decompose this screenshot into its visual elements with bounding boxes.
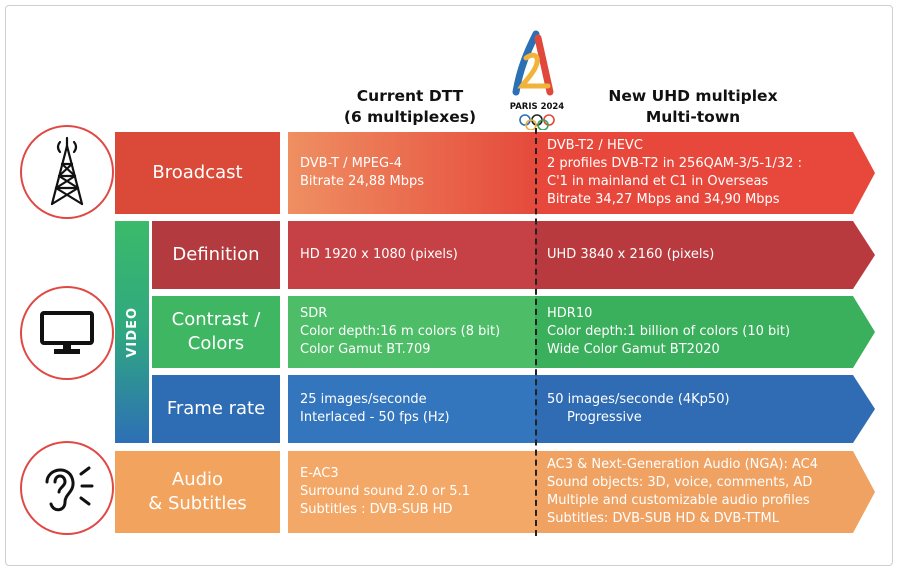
row-label-broadcast: Broadcast bbox=[115, 132, 280, 214]
row-label-text: Frame rate bbox=[166, 398, 266, 419]
cell-line: DVB-T2 / HEVC bbox=[547, 138, 643, 153]
cell-line: 2 profiles DVB-T2 in 256QAM-3/5-1/32 : bbox=[547, 156, 802, 171]
tv-monitor-icon bbox=[40, 311, 94, 354]
video-group-label: VIDEO bbox=[124, 306, 140, 358]
cell-line: DVB-T / MPEG-4 bbox=[300, 156, 402, 171]
audio-icon-circle bbox=[20, 441, 114, 535]
cell-line: 25 images/seconde bbox=[300, 392, 427, 407]
column-divider bbox=[535, 128, 537, 536]
tv-icon-circle bbox=[20, 286, 114, 380]
cell-line: Bitrate 34,27 Mbps and 34,90 Mbps bbox=[547, 192, 780, 207]
video-group-bar: VIDEO bbox=[115, 221, 149, 443]
broadcast-icon-circle bbox=[20, 125, 114, 219]
cell-line: Subtitles: DVB-SUB HD & DVB-TTML bbox=[547, 511, 779, 526]
cell-line: Surround sound 2.0 or 5.1 bbox=[300, 484, 470, 499]
header-current-dtt: Current DTT (6 multiplexes) bbox=[330, 86, 490, 128]
header-new-uhd: New UHD multiplex Multi-town bbox=[588, 86, 798, 128]
cell-line: Subtitles : DVB-SUB HD bbox=[300, 502, 453, 517]
broadcast-tower-icon bbox=[50, 136, 84, 206]
row-label-contrast-colors: Contrast / Colors bbox=[152, 296, 280, 368]
cell-line: Color depth:16 m colors (8 bit) bbox=[300, 324, 501, 339]
cell-new-definition: UHD 3840 x 2160 (pixels) bbox=[535, 221, 875, 289]
cell-line: Interlaced - 50 fps (Hz) bbox=[300, 410, 450, 425]
cell-line: E-AC3 bbox=[300, 466, 339, 481]
cell-line: SDR bbox=[300, 306, 328, 321]
header-current-line-2: (6 multiplexes) bbox=[343, 108, 477, 126]
cell-current-frame-rate: 25 images/seconde Interlaced - 50 fps (H… bbox=[288, 375, 535, 443]
header-new-line-1: New UHD multiplex bbox=[608, 87, 778, 105]
cell-new-broadcast: DVB-T2 / HEVC 2 profiles DVB-T2 in 256QA… bbox=[535, 132, 875, 214]
cell-line: Multiple and customizable audio profiles bbox=[547, 493, 810, 508]
row-label-text: & Subtitles bbox=[148, 493, 247, 514]
cell-current-definition: HD 1920 x 1080 (pixels) bbox=[288, 221, 535, 289]
row-label-frame-rate: Frame rate bbox=[152, 375, 280, 443]
row-label-text: Audio bbox=[171, 469, 224, 490]
cell-line: Sound objects: 3D, voice, comments, AD bbox=[547, 475, 813, 490]
paris-2024-logo-graphic bbox=[512, 30, 555, 131]
cell-line: UHD 3840 x 2160 (pixels) bbox=[547, 247, 715, 262]
cell-line: 50 images/seconde (4Kp50) bbox=[547, 392, 730, 407]
logo-text: PARIS 2024 bbox=[509, 102, 565, 112]
ear-sound-icon bbox=[45, 466, 94, 512]
row-label-definition: Definition bbox=[152, 221, 280, 289]
cell-line: HDR10 bbox=[547, 306, 593, 321]
cell-line: C'1 in mainland et C1 in Overseas bbox=[547, 174, 769, 189]
cell-line: Color Gamut BT.709 bbox=[300, 342, 431, 357]
cell-line: Color depth:1 billion of colors (10 bit) bbox=[547, 324, 791, 339]
cell-line: HD 1920 x 1080 (pixels) bbox=[300, 247, 458, 262]
row-label-audio-subtitles: Audio & Subtitles bbox=[115, 451, 280, 533]
row-label-text: Definition bbox=[172, 244, 260, 265]
cell-line: Bitrate 24,88 Mbps bbox=[300, 174, 425, 189]
row-label-text: Colors bbox=[187, 333, 245, 354]
cell-line: Progressive bbox=[567, 410, 642, 425]
cell-current-broadcast: DVB-T / MPEG-4 Bitrate 24,88 Mbps bbox=[288, 132, 535, 214]
cell-current-contrast: SDR Color depth:16 m colors (8 bit) Colo… bbox=[288, 296, 535, 368]
cell-current-audio: E-AC3 Surround sound 2.0 or 5.1 Subtitle… bbox=[288, 451, 535, 533]
paris-2024-olympics-logo bbox=[506, 30, 568, 131]
cell-new-audio: AC3 & Next-Generation Audio (NGA): AC4 S… bbox=[535, 451, 875, 533]
cell-new-frame-rate: 50 images/seconde (4Kp50) Progressive bbox=[535, 375, 875, 443]
cell-line: AC3 & Next-Generation Audio (NGA): AC4 bbox=[547, 457, 818, 472]
row-label-text: Contrast / bbox=[171, 309, 261, 330]
header-new-line-2: Multi-town bbox=[645, 108, 741, 126]
page-frame bbox=[5, 5, 893, 566]
cell-new-contrast: HDR10 Color depth:1 billion of colors (1… bbox=[535, 296, 875, 368]
row-label-text: Broadcast bbox=[152, 162, 243, 183]
cell-line: Wide Color Gamut BT2020 bbox=[547, 342, 720, 357]
header-current-line-1: Current DTT bbox=[356, 87, 464, 105]
